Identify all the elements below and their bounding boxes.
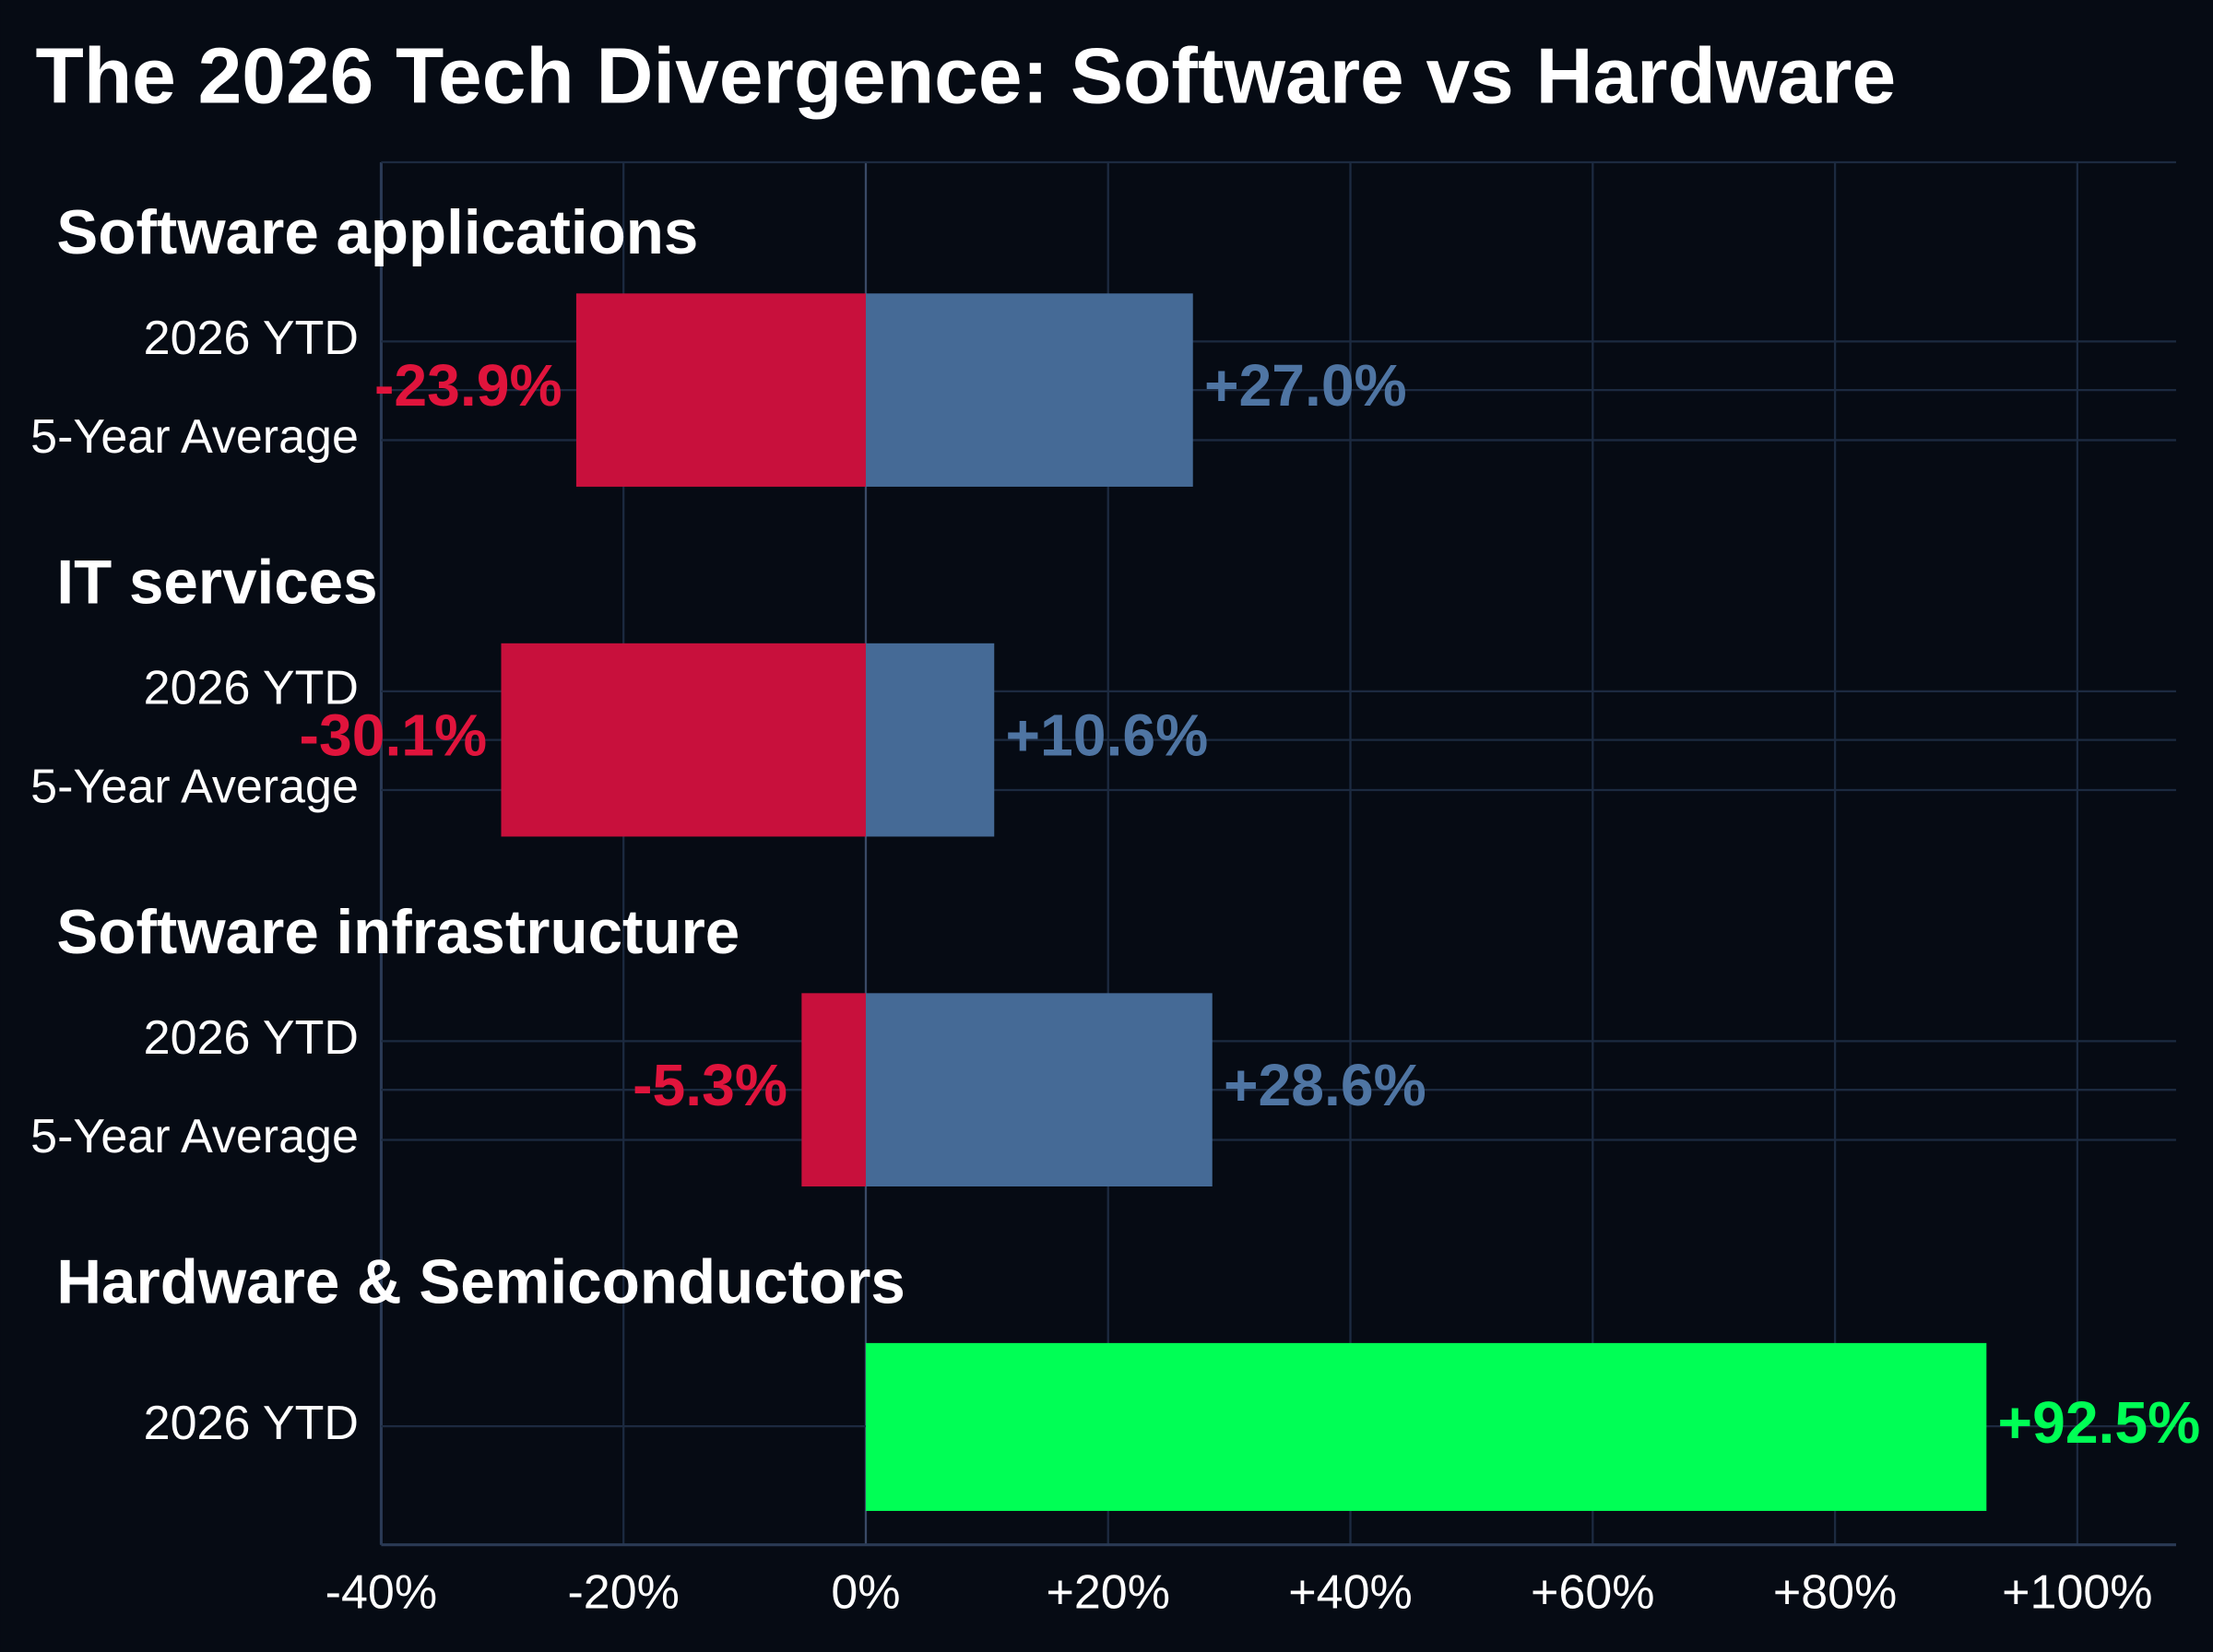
group-title: IT services: [56, 548, 377, 617]
bar: [865, 993, 1213, 1186]
x-tick-label: -40%: [325, 1566, 437, 1620]
value-label: +27.0%: [1204, 352, 1407, 419]
bar: [865, 293, 1193, 487]
row-label: 2026 YTD: [144, 1011, 359, 1065]
x-tick-label: 0%: [831, 1566, 900, 1620]
group-title: Software infrastructure: [56, 898, 740, 967]
x-tick-label: +40%: [1288, 1566, 1412, 1620]
row-label: 5-Year Average: [30, 1110, 359, 1163]
x-tick-label: +100%: [2002, 1566, 2152, 1620]
bar: [865, 643, 995, 837]
x-tick-label: +80%: [1773, 1566, 1897, 1620]
value-label: +92.5%: [1998, 1389, 2201, 1456]
row-label: 5-Year Average: [30, 410, 359, 464]
group-title: Hardware & Semiconductors: [56, 1247, 905, 1316]
bar: [575, 293, 866, 487]
value-label: +10.6%: [1005, 702, 1208, 769]
x-tick-label: +60%: [1531, 1566, 1654, 1620]
bar: [801, 993, 866, 1186]
bar: [865, 1342, 1987, 1511]
x-tick-label: +20%: [1047, 1566, 1170, 1620]
x-tick-label: -20%: [567, 1566, 679, 1620]
value-label: -23.9%: [374, 352, 562, 419]
bar: [501, 643, 866, 837]
value-label: -30.1%: [300, 702, 488, 769]
group-title: Software applications: [56, 198, 698, 267]
row-label: 2026 YTD: [144, 312, 359, 365]
row-label: 2026 YTD: [144, 662, 359, 715]
row-label: 5-Year Average: [30, 761, 359, 814]
value-label: -5.3%: [633, 1052, 787, 1118]
row-label: 2026 YTD: [144, 1397, 359, 1450]
chart-title: The 2026 Tech Divergence: Software vs Ha…: [35, 31, 1896, 120]
value-label: +28.6%: [1224, 1052, 1426, 1118]
